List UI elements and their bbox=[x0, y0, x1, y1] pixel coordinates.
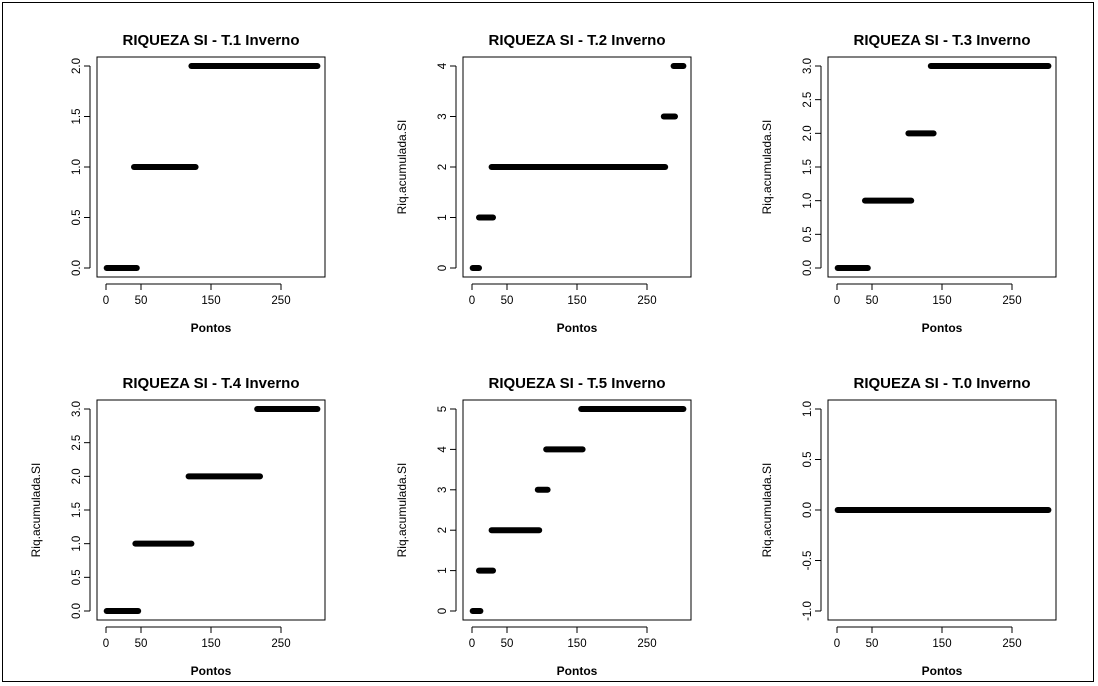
y-tick-label: 2.0 bbox=[802, 125, 814, 141]
x-tick-label: 50 bbox=[135, 295, 148, 307]
y-tick-label: 1 bbox=[437, 567, 449, 573]
y-tick-label: 0.0 bbox=[71, 260, 83, 276]
y-tick-label: 0.5 bbox=[71, 210, 83, 226]
chart-panel-3: 0 50 150 250 0.0 0.5 1.0 1.5 2.0 2.5 3.0 RIQUEZA SI… bbox=[760, 32, 1057, 335]
chart-title: RIQUEZA SI - T.2 Inverno bbox=[489, 32, 666, 49]
x-axis-label: Pontos bbox=[922, 664, 963, 678]
plot-box bbox=[462, 399, 692, 621]
x-tick-label: 150 bbox=[201, 295, 220, 307]
x-tick-label: 150 bbox=[567, 638, 586, 650]
x-tick-label: 0 bbox=[469, 295, 475, 307]
chart-panel-6: 0 50 150 250 -1.0 -0.5 0.0 0.5 1.0 RIQUEZA SI - T… bbox=[760, 375, 1057, 678]
y-axis-label: Riq.acumulada.SI bbox=[395, 120, 409, 215]
plot-box bbox=[96, 56, 326, 278]
y-tick-label: 4 bbox=[437, 446, 449, 453]
plot-box bbox=[827, 56, 1057, 278]
chart-title: RIQUEZA SI - T.3 Inverno bbox=[854, 32, 1031, 49]
x-tick-label: 250 bbox=[271, 295, 290, 307]
y-tick-label: 0.0 bbox=[802, 260, 814, 276]
x-tick-label: 0 bbox=[834, 638, 840, 650]
x-axis-label: Pontos bbox=[191, 664, 232, 678]
x-tick-label: 50 bbox=[135, 638, 148, 650]
chart-title: RIQUEZA SI - T.4 Inverno bbox=[123, 375, 300, 392]
x-axis-label: Pontos bbox=[557, 321, 598, 335]
x-tick-label: 50 bbox=[501, 295, 514, 307]
x-tick-label: 150 bbox=[932, 638, 951, 650]
y-tick-label: 0 bbox=[437, 265, 449, 271]
y-axis-label: Riq.acumulada.SI bbox=[760, 463, 774, 558]
y-tick-label: 1.5 bbox=[802, 159, 814, 175]
y-tick-label: 1.0 bbox=[71, 536, 83, 552]
x-tick-label: 50 bbox=[866, 295, 879, 307]
x-tick-label: 150 bbox=[201, 638, 220, 650]
y-tick-label: 0.5 bbox=[71, 569, 83, 585]
y-axis-label: Riq.acumulada.SI bbox=[395, 463, 409, 558]
y-tick-label: 0.5 bbox=[802, 452, 814, 468]
x-tick-label: 0 bbox=[834, 295, 840, 307]
y-tick-label: 0.0 bbox=[71, 603, 83, 619]
y-tick-label: 1.0 bbox=[802, 193, 814, 209]
y-tick-label: 2 bbox=[437, 527, 449, 533]
x-tick-label: 150 bbox=[567, 295, 586, 307]
x-tick-label: 250 bbox=[637, 638, 656, 650]
y-tick-label: 3 bbox=[437, 113, 449, 119]
y-tick-label: 1.0 bbox=[71, 159, 83, 175]
y-tick-label: 2.0 bbox=[71, 58, 83, 74]
plot-box bbox=[96, 399, 326, 621]
y-tick-label: 5 bbox=[437, 406, 449, 412]
y-tick-label: 3.0 bbox=[802, 58, 814, 74]
y-tick-label: 1.5 bbox=[71, 109, 83, 125]
x-tick-label: 150 bbox=[932, 295, 951, 307]
x-tick-label: 250 bbox=[271, 638, 290, 650]
x-tick-label: 250 bbox=[637, 295, 656, 307]
chart-panel-4: 0 50 150 250 0.0 0.5 1.0 1.5 2.0 2.5 3.0 RIQUEZA SI… bbox=[29, 375, 326, 678]
y-tick-label: 0.5 bbox=[802, 226, 814, 242]
y-tick-label: 4 bbox=[437, 62, 449, 69]
plot-box bbox=[827, 399, 1057, 621]
y-tick-label: 0 bbox=[437, 608, 449, 614]
plot-box bbox=[462, 56, 692, 278]
y-tick-label: 1.0 bbox=[802, 401, 814, 417]
chart-panel-5: 0 50 150 250 0 1 2 3 4 5 RIQUEZA SI - T.5 Inverno P… bbox=[395, 375, 692, 678]
y-tick-label: 0.0 bbox=[802, 502, 814, 518]
x-tick-label: 50 bbox=[501, 638, 514, 650]
chart-panel-1: 0 50 150 250 0.0 0.5 1.0 1.5 2.0 RIQUEZA SI - T.1… bbox=[71, 32, 326, 335]
y-axis-label: Riq.acumulada.SI bbox=[29, 463, 43, 558]
y-axis-label: Riq.acumulada.SI bbox=[760, 120, 774, 215]
x-tick-label: 50 bbox=[866, 638, 879, 650]
y-tick-label: 2.5 bbox=[802, 92, 814, 108]
x-axis-label: Pontos bbox=[191, 321, 232, 335]
y-tick-label: -0.5 bbox=[802, 551, 814, 571]
y-tick-label: 3 bbox=[437, 487, 449, 493]
x-tick-label: 0 bbox=[103, 295, 109, 307]
x-axis-label: Pontos bbox=[922, 321, 963, 335]
y-tick-label: 2 bbox=[437, 164, 449, 170]
y-tick-label: 2.5 bbox=[71, 435, 83, 451]
chart-panel-2: 0 50 150 250 0 1 2 3 4 RIQUEZA SI - T.2 Inverno Po… bbox=[395, 32, 692, 335]
x-tick-label: 250 bbox=[1002, 638, 1021, 650]
x-tick-label: 0 bbox=[469, 638, 475, 650]
chart-title: RIQUEZA SI - T.1 Inverno bbox=[123, 32, 300, 49]
x-tick-label: 0 bbox=[103, 638, 109, 650]
chart-title: RIQUEZA SI - T.5 Inverno bbox=[489, 375, 666, 392]
y-tick-label: 1 bbox=[437, 214, 449, 220]
y-tick-label: 1.5 bbox=[71, 502, 83, 518]
y-tick-label: 3.0 bbox=[71, 401, 83, 417]
x-tick-label: 250 bbox=[1002, 295, 1021, 307]
y-tick-label: -1.0 bbox=[802, 601, 814, 621]
y-tick-label: 2.0 bbox=[71, 468, 83, 484]
chart-title: RIQUEZA SI - T.0 Inverno bbox=[854, 375, 1031, 392]
x-axis-label: Pontos bbox=[557, 664, 598, 678]
